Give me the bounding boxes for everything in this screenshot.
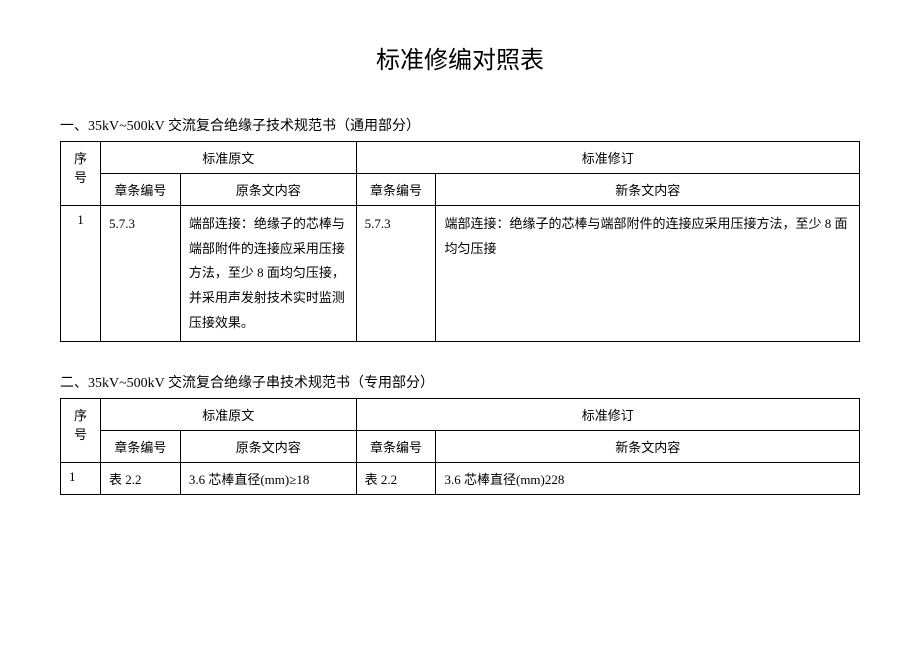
- table-row: 1 表 2.2 3.6 芯棒直径(mm)≥18 表 2.2 3.6 芯棒直径(m…: [61, 463, 860, 495]
- cell-orig: 端部连接：绝缘子的芯棒与端部附件的连接应采用压接方法，至少 8 面均匀压接，并采…: [180, 206, 356, 342]
- th-orig-content: 原条文内容: [180, 431, 356, 463]
- th-chap-orig: 章条编号: [100, 174, 180, 206]
- th-seq: 序号: [61, 399, 101, 463]
- cell-seq: 1: [61, 463, 101, 495]
- table-section1: 序号 标准原文 标准修订 章条编号 原条文内容 章条编号 新条文内容 1 5.7…: [60, 141, 860, 342]
- cell-chap-rev: 5.7.3: [356, 206, 436, 342]
- th-new-content: 新条文内容: [436, 431, 860, 463]
- th-orig-content: 原条文内容: [180, 174, 356, 206]
- cell-orig: 3.6 芯棒直径(mm)≥18: [180, 463, 356, 495]
- th-orig-group: 标准原文: [100, 399, 356, 431]
- table-row: 1 5.7.3 端部连接：绝缘子的芯棒与端部附件的连接应采用压接方法，至少 8 …: [61, 206, 860, 342]
- table-section2: 序号 标准原文 标准修订 章条编号 原条文内容 章条编号 新条文内容 1 表 2…: [60, 398, 860, 495]
- page-title: 标准修编对照表: [60, 40, 860, 75]
- cell-chap-orig: 表 2.2: [100, 463, 180, 495]
- table-header-row1: 序号 标准原文 标准修订: [61, 142, 860, 174]
- cell-chap-orig: 5.7.3: [100, 206, 180, 342]
- th-rev-group: 标准修订: [356, 399, 859, 431]
- th-chap-rev: 章条编号: [356, 431, 436, 463]
- table-header-row1: 序号 标准原文 标准修订: [61, 399, 860, 431]
- section1-heading: 一、35kV~500kV 交流复合绝缘子技术规范书（通用部分）: [60, 115, 860, 135]
- th-orig-group: 标准原文: [100, 142, 356, 174]
- th-chap-orig: 章条编号: [100, 431, 180, 463]
- th-chap-rev: 章条编号: [356, 174, 436, 206]
- th-rev-group: 标准修订: [356, 142, 859, 174]
- cell-new: 3.6 芯棒直径(mm)228: [436, 463, 860, 495]
- cell-seq: 1: [61, 206, 101, 342]
- cell-chap-rev: 表 2.2: [356, 463, 436, 495]
- cell-new: 端部连接：绝缘子的芯棒与端部附件的连接应采用压接方法，至少 8 面均匀压接: [436, 206, 860, 342]
- th-seq: 序号: [61, 142, 101, 206]
- table-header-row2: 章条编号 原条文内容 章条编号 新条文内容: [61, 431, 860, 463]
- th-new-content: 新条文内容: [436, 174, 860, 206]
- table-header-row2: 章条编号 原条文内容 章条编号 新条文内容: [61, 174, 860, 206]
- section2-heading: 二、35kV~500kV 交流复合绝缘子串技术规范书（专用部分）: [60, 372, 860, 392]
